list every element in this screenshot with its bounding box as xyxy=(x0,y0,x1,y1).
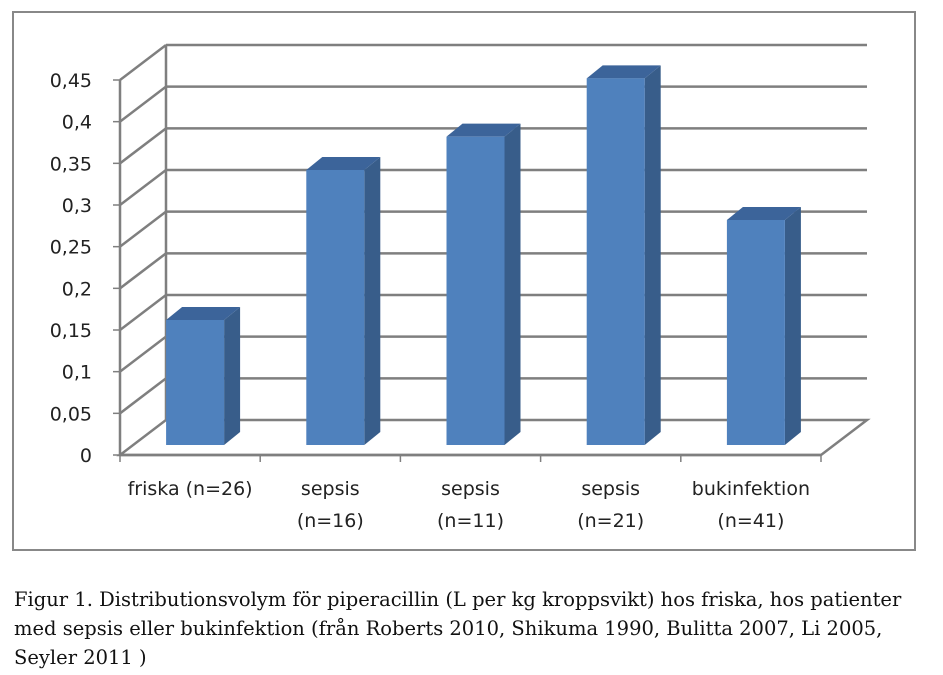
x-tick-label: friska (n=26) xyxy=(128,478,253,500)
bar-top xyxy=(166,307,241,320)
bar-side xyxy=(504,123,521,446)
x-tick-label: sepsis xyxy=(581,478,640,500)
bar-top xyxy=(586,65,661,79)
y-tick-label: 0,2 xyxy=(62,278,92,300)
x-tick-label: sepsis xyxy=(441,478,500,500)
chart-axes xyxy=(113,79,822,462)
gridline-side xyxy=(119,252,167,290)
gridline-side xyxy=(119,335,167,373)
bar-side xyxy=(224,307,241,445)
bar-front xyxy=(306,170,365,445)
y-tick-label: 0,4 xyxy=(62,112,92,134)
bar xyxy=(166,307,241,445)
bar xyxy=(306,157,381,445)
bar-front xyxy=(586,78,645,445)
y-tick-label: 0,05 xyxy=(50,403,92,425)
bar-side xyxy=(784,207,801,445)
gridline-side xyxy=(119,44,167,81)
y-tick-labels: 0 0,05 0,1 0,15 0,2 0,25 0,3 0,35 0,4 0,45 xyxy=(50,70,92,467)
bar-top xyxy=(306,157,381,170)
x-tick-labels: friska (n=26) sepsis (n=16) sepsis (n=11) sep… xyxy=(128,478,810,532)
bar-top xyxy=(446,123,521,137)
bar xyxy=(586,65,661,445)
bar xyxy=(446,123,521,446)
x-tick-label: sepsis xyxy=(301,478,360,500)
bar-front xyxy=(726,220,785,445)
gridline-side xyxy=(119,127,167,165)
figure-caption: Figur 1. Distributionsvolym för piperaci… xyxy=(14,588,902,669)
bar-front xyxy=(446,136,505,445)
gridline-side xyxy=(119,377,167,415)
y-tick-label: 0 xyxy=(80,445,92,467)
y-tick-label: 0,15 xyxy=(50,320,92,342)
gridline-side xyxy=(119,210,167,248)
y-tick-label: 0,1 xyxy=(62,362,92,384)
y-tick-label: 0,45 xyxy=(50,70,92,92)
side-wall-grid xyxy=(119,44,167,415)
bar-front xyxy=(166,320,225,445)
bar-top xyxy=(726,207,801,220)
bar xyxy=(726,207,801,445)
y-tick-label: 0,35 xyxy=(50,153,92,175)
x-tick-label: (n=21) xyxy=(577,510,644,532)
x-tick-label: (n=11) xyxy=(437,510,504,532)
x-tick-label: (n=41) xyxy=(717,510,784,532)
gridline-side xyxy=(119,294,167,331)
gridline-side xyxy=(119,85,167,123)
x-tick-label: bukinfektion xyxy=(692,478,810,500)
bar-side xyxy=(644,65,661,445)
bar-series xyxy=(166,65,801,446)
bar-side xyxy=(364,157,381,445)
gridline-side xyxy=(119,169,167,206)
y-tick-label: 0,25 xyxy=(50,237,92,259)
x-tick-label: (n=16) xyxy=(297,510,364,532)
y-tick-label: 0,3 xyxy=(62,195,92,217)
